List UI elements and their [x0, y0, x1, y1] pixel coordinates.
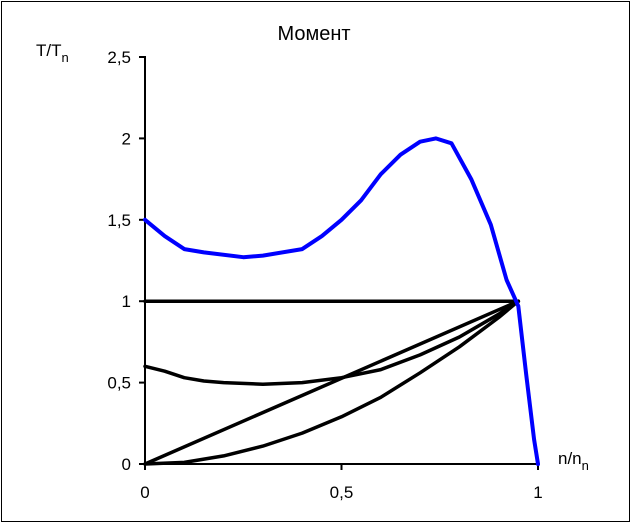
series-line-5 — [143, 299, 521, 466]
y-tick-label: 0 — [122, 455, 131, 474]
chart-title: Момент — [277, 23, 350, 45]
y-tick-label: 2 — [122, 129, 131, 148]
x-axis-label: n/nn — [558, 449, 589, 473]
x-axis-label-subscript: n — [582, 458, 589, 473]
y-axis-label-subscript: n — [62, 50, 69, 65]
y-axis-label: T/Tn — [36, 41, 69, 65]
y-tick-label: 1,5 — [107, 211, 131, 230]
x-tick-label: 0 — [140, 483, 149, 502]
series-line-1 — [143, 136, 540, 466]
y-tick-label: 2,5 — [107, 48, 131, 67]
series-line-3 — [143, 299, 521, 386]
y-tick-label: 1 — [122, 292, 131, 311]
x-tick-label: 0,5 — [330, 483, 354, 502]
x-tick-label: 1 — [533, 483, 542, 502]
y-tick-label: 0,5 — [107, 374, 131, 393]
series-line-4 — [143, 299, 521, 466]
